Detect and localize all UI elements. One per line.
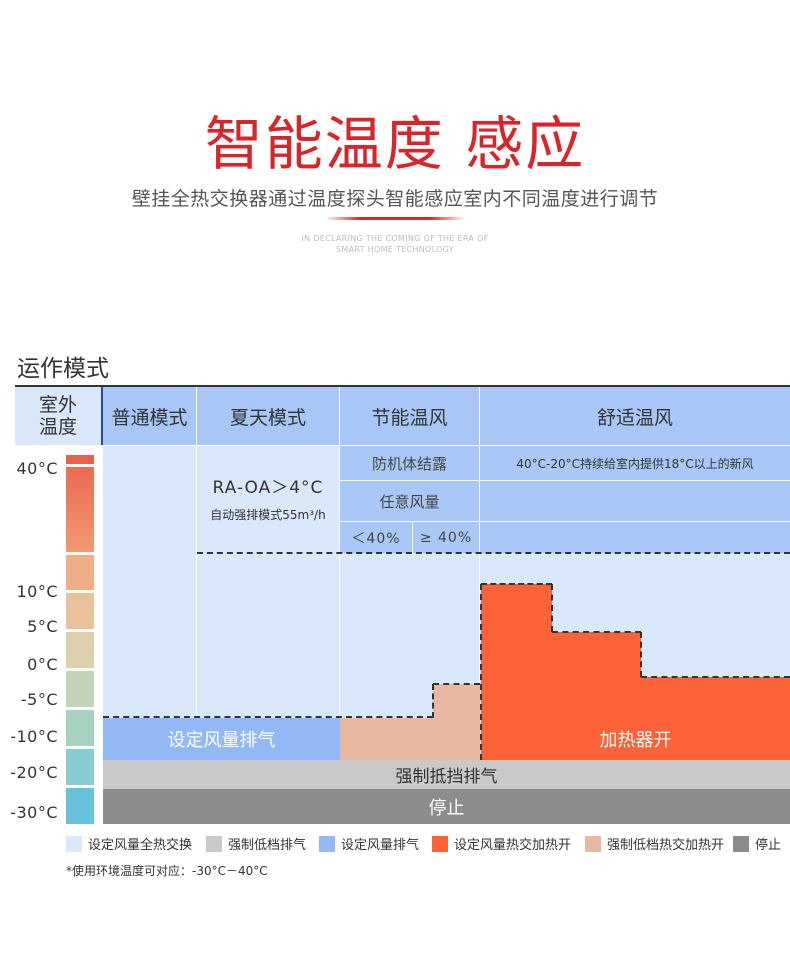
exhaust-band-label: 设定风量排气	[167, 730, 276, 751]
comfort-description: 40°C-20°C持续给室内提供18°C以上的新风	[516, 456, 754, 471]
dashed-edge	[640, 632, 642, 677]
corner-header-line-2: 温度	[38, 416, 77, 438]
temp-label-40: 40°C	[16, 459, 58, 478]
temp-bar-segment	[66, 671, 94, 707]
legend-label-full-exchange: 设定风量全热交换	[88, 838, 193, 853]
hero-english-line-2: SMART HOME TECHNOLOGY	[336, 245, 454, 254]
legend-swatch-stop	[733, 836, 749, 852]
cell-separator	[412, 522, 413, 553]
heater-band-label: 加热器开	[599, 730, 672, 751]
temp-bar-segment	[66, 467, 94, 552]
exhaust-band	[103, 718, 340, 760]
stop-band: 停止	[103, 789, 790, 824]
hero-english-line-1: IN DECLARING THE COMING OF THE ERA OF	[301, 234, 489, 243]
legend-swatch-force-heat	[585, 836, 601, 852]
legend-swatch-full-exchange	[66, 836, 82, 852]
temp-bar-segment	[66, 710, 94, 746]
column-separator	[196, 446, 197, 717]
heater-step-1	[481, 584, 552, 760]
eco-anti-condensation: 防机体结露	[340, 446, 479, 480]
temp-label-minus-5: -5°C	[20, 690, 58, 709]
hero-title: 智能温度 感应	[204, 110, 586, 178]
temp-bar-segment	[66, 632, 94, 668]
dashed-edge	[641, 676, 790, 678]
dashed-edge	[480, 584, 482, 760]
legend-label-heater: 设定风量热交加热开	[454, 838, 572, 853]
temp-bar-segment	[66, 788, 94, 824]
legend-label-exhaust: 设定风量排气	[341, 838, 420, 853]
header-normal-mode: 普通模式	[103, 387, 196, 445]
force-heat-area-high	[433, 684, 480, 718]
heater-step-3	[641, 677, 790, 760]
footnote: *使用环境温度可对应：-30°C－40°C	[66, 864, 268, 878]
dashed-boundary-lower	[103, 716, 433, 718]
section-title: 运作模式	[17, 356, 109, 382]
summer-formula: RA-OA＞4°C	[212, 478, 324, 498]
temp-label-minus-30: -30°C	[10, 803, 58, 822]
force-low-exhaust-band: 强制抵挡排气	[103, 760, 790, 789]
legend-label-stop: 停止	[755, 838, 782, 853]
dashed-edge	[481, 583, 552, 585]
dashed-edge	[552, 631, 641, 633]
column-separator	[479, 446, 480, 717]
temp-label-minus-20: -20°C	[10, 763, 58, 782]
temp-label-0: 0°C	[27, 655, 58, 674]
row-separator	[480, 480, 790, 481]
temp-label-10: 10°C	[16, 582, 58, 601]
temp-bar-segment	[66, 749, 94, 785]
hero-subtitle: 壁挂全热交换器通过温度探头智能感应室内不同温度进行调节	[131, 188, 659, 210]
legend-swatch-exhaust	[319, 836, 335, 852]
table-top-rule	[15, 385, 790, 387]
temp-bar-segment	[66, 593, 94, 629]
humidity-high-cell: ≥ 40%	[413, 522, 479, 553]
eco-any-airflow: 任意风量	[340, 481, 479, 521]
force-heat-area-low	[340, 718, 480, 760]
header-comfort-warm: 舒适温风	[480, 387, 790, 445]
corner-header: 室外 温度	[15, 387, 101, 445]
temp-label-5: 5°C	[27, 617, 58, 636]
legend-label-force-heat: 强制低档热交加热开	[607, 838, 725, 853]
row-separator	[480, 521, 790, 522]
humidity-low-cell: ＜40%	[340, 522, 412, 553]
comfort-top-area	[480, 446, 790, 553]
temp-bar-segment	[66, 455, 94, 464]
hero-english-tagline: IN DECLARING THE COMING OF THE ERA OF SM…	[0, 233, 790, 255]
dashed-edge	[432, 684, 434, 718]
header-eco-warm: 节能温风	[340, 387, 479, 445]
legend-swatch-force-low	[206, 836, 222, 852]
legend-swatch-heater	[432, 836, 448, 852]
temp-label-minus-10: -10°C	[10, 727, 58, 746]
dashed-edge	[551, 584, 553, 632]
temp-bar-segment	[66, 555, 94, 590]
summer-description: 自动强排模式55m³/h	[210, 508, 326, 522]
corner-header-line-1: 室外	[38, 394, 77, 416]
hero-divider	[325, 217, 465, 220]
column-separator	[339, 446, 340, 717]
heater-step-2	[552, 632, 641, 760]
header-summer-mode: 夏天模式	[197, 387, 339, 445]
legend-label-force-low: 强制低档排气	[228, 838, 307, 853]
header-divider	[101, 387, 103, 445]
dashed-boundary-upper	[197, 552, 790, 554]
dashed-edge	[433, 683, 480, 685]
